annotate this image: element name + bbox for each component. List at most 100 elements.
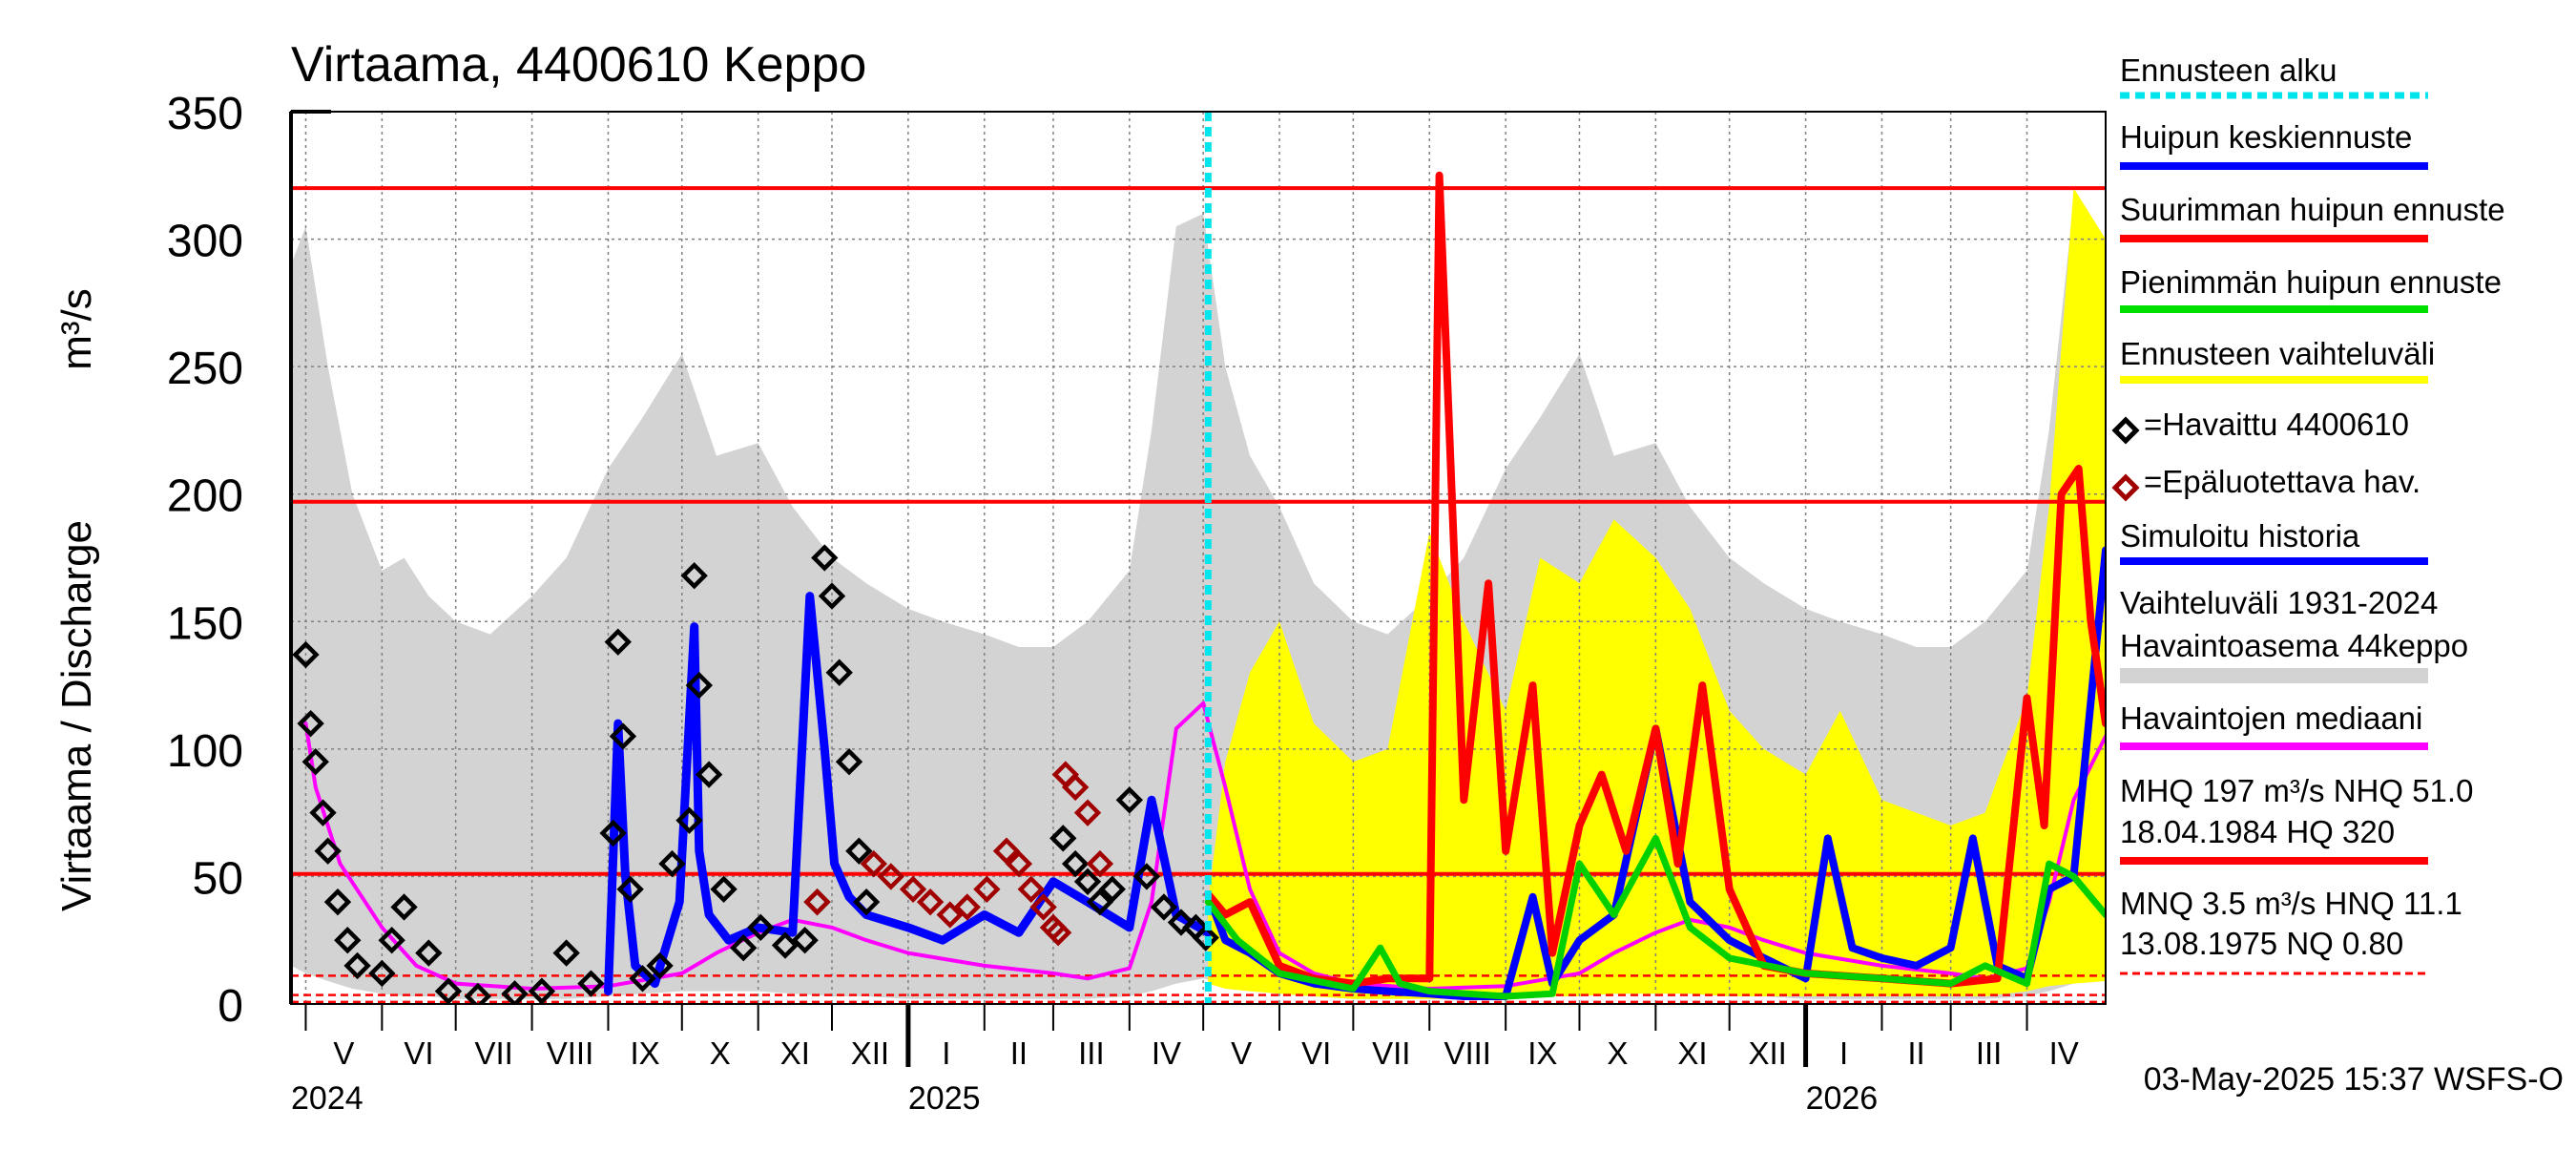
observation-marker	[1049, 825, 1077, 852]
observation-marker	[1150, 893, 1178, 921]
year-label: 2024	[291, 1080, 364, 1117]
observation-marker	[1115, 786, 1144, 814]
observation-marker	[1005, 849, 1033, 878]
observation-marker	[860, 849, 887, 878]
observation-marker	[916, 888, 945, 916]
legend-label: =Havaittu 4400610	[2144, 407, 2409, 442]
observation-marker	[852, 888, 881, 916]
month-label: V	[333, 1035, 354, 1071]
observation-marker	[577, 970, 605, 997]
plot-area	[291, 112, 2106, 1004]
month-label: X	[1607, 1035, 1628, 1071]
legend-label: MHQ 197 m³/s NHQ 51.0	[2120, 773, 2473, 808]
month-label: XII	[1748, 1035, 1786, 1071]
observation-marker	[528, 977, 556, 1004]
observation-marker	[604, 628, 632, 656]
month-label: XI	[780, 1035, 810, 1071]
observation-marker	[877, 863, 905, 890]
observation-marker	[309, 799, 337, 826]
observation-marker	[314, 837, 342, 865]
legend-label: Havaintojen mediaani	[2120, 700, 2422, 736]
month-label: IX	[1527, 1035, 1557, 1071]
observation-marker	[1192, 924, 1219, 951]
y-tick-label: 350	[167, 89, 243, 139]
month-label: II	[1010, 1035, 1028, 1071]
legend-label: Ennusteen vaihteluväli	[2120, 336, 2435, 371]
footer-timestamp: 03-May-2025 15:37 WSFS-O	[2144, 1061, 2564, 1098]
observation-marker	[301, 748, 329, 776]
legend-label: MNQ 3.5 m³/s HNQ 11.1	[2120, 886, 2462, 921]
observation-marker	[747, 913, 775, 942]
observation-marker	[695, 761, 723, 788]
legend: Ennusteen alku Huipun keskiennuste Suurimm…	[2111, 52, 2505, 975]
observation-marker	[616, 875, 644, 903]
month-label: IV	[2049, 1035, 2079, 1071]
month-label: VII	[1372, 1035, 1410, 1071]
observation-marker	[992, 837, 1021, 865]
observation-marker	[710, 875, 737, 903]
series-line	[1204, 834, 2106, 1000]
observation-marker	[1073, 799, 1102, 826]
y-axis-label: Virtaama / Discharge	[53, 520, 100, 911]
observation-marker	[771, 931, 800, 959]
observation-marker	[835, 748, 863, 776]
month-label: VII	[474, 1035, 512, 1071]
observation-marker	[675, 806, 703, 834]
observation-marker	[953, 893, 981, 921]
observation-marker	[1086, 849, 1114, 878]
observation-marker	[501, 980, 529, 1004]
month-label: III	[1976, 1035, 2003, 1071]
y-tick-label: 0	[218, 981, 243, 1032]
observation-marker	[1073, 868, 1102, 895]
legend-label: Pienimmän huipun ennuste	[2120, 264, 2502, 300]
legend-label: Vaihteluväli 1931-2024	[2120, 585, 2438, 620]
observation-marker	[803, 888, 831, 916]
month-label: XI	[1677, 1035, 1707, 1071]
observation-marker	[825, 659, 853, 686]
legend-marker	[2111, 473, 2140, 502]
observation-marker	[343, 951, 371, 980]
observation-marker	[1017, 875, 1045, 903]
observation-marker	[685, 671, 714, 700]
observation-marker	[811, 544, 839, 572]
observation-marker	[368, 959, 396, 988]
legend-label: Simuloitu historia	[2120, 518, 2360, 554]
month-label: VIII	[547, 1035, 594, 1071]
observation-marker	[973, 875, 1001, 903]
legend-label: Suurimman huipun ennuste	[2120, 192, 2505, 227]
observation-marker	[1132, 863, 1161, 890]
observation-marker	[464, 982, 492, 1004]
observation-marker	[629, 965, 656, 993]
month-label: VIII	[1444, 1035, 1491, 1071]
observation-marker	[434, 977, 463, 1004]
observation-marker	[1167, 909, 1195, 936]
observation-marker	[730, 934, 758, 962]
month-label: IX	[631, 1035, 660, 1071]
y-tick-label: 200	[167, 471, 243, 522]
observation-marker	[334, 927, 362, 954]
observation-marker	[1061, 849, 1090, 878]
month-label: I	[1839, 1035, 1848, 1071]
year-label: 2025	[908, 1080, 981, 1117]
band-area	[1208, 188, 2106, 999]
observation-marker	[390, 893, 418, 921]
observation-marker	[899, 875, 927, 903]
legend-marker	[2111, 416, 2140, 445]
observation-marker	[292, 640, 320, 669]
y-tick-label: 150	[167, 598, 243, 649]
observation-marker	[1061, 773, 1090, 802]
y-tick-label: 100	[167, 726, 243, 777]
observation-marker	[1086, 888, 1114, 916]
legend-label: =Epäluotettava hav.	[2144, 464, 2420, 499]
observation-marker	[1044, 919, 1072, 947]
y-axis-unit: m³/s	[53, 288, 100, 370]
observation-marker	[599, 819, 627, 847]
observation-marker	[297, 709, 324, 738]
month-label: III	[1078, 1035, 1105, 1071]
y-tick-label: 50	[193, 853, 243, 904]
legend-label: Ennusteen alku	[2120, 52, 2337, 88]
month-label: II	[1907, 1035, 1924, 1071]
month-label: XII	[851, 1035, 889, 1071]
